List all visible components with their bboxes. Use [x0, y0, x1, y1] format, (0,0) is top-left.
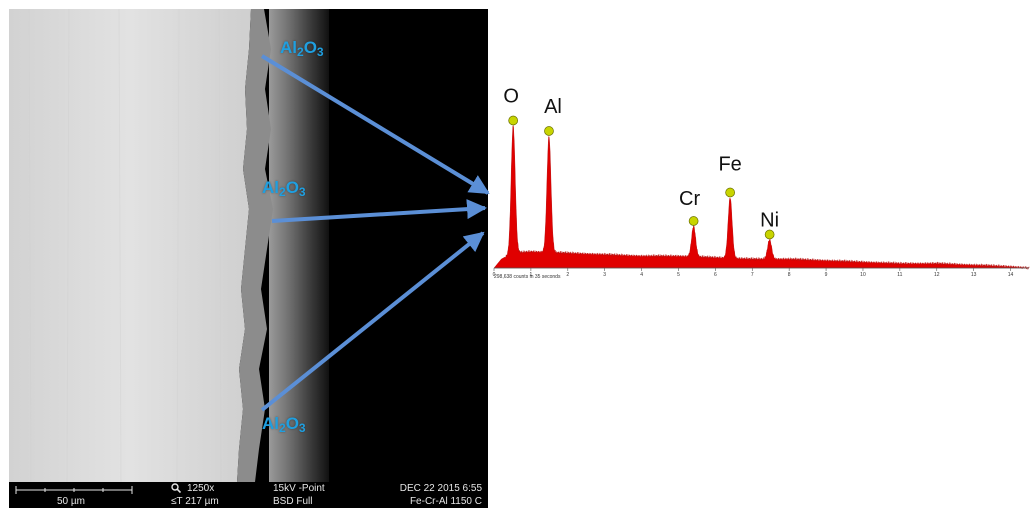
- x-tick-label: 10: [860, 272, 866, 278]
- element-label-fe: Fe: [718, 154, 741, 176]
- element-label-al: Al: [544, 96, 562, 118]
- element-label-ni: Ni: [760, 210, 779, 232]
- peak-marker-al: [544, 126, 554, 136]
- detector-readout: BSD Full: [273, 496, 313, 507]
- x-tick-label: 3: [603, 272, 606, 278]
- x-tick-label: 12: [934, 272, 940, 278]
- spectrum-area: [493, 124, 1030, 270]
- element-label-cr: Cr: [679, 188, 700, 210]
- x-tick-label: 0: [493, 272, 496, 278]
- spectrum-footnote: 298,638 counts in 35 seconds: [494, 274, 561, 280]
- scale-bar-label: 50 µm: [57, 496, 85, 507]
- x-tick-label: 11: [897, 272, 902, 278]
- x-tick-label: 5: [677, 272, 680, 278]
- peak-marker-cr: [688, 216, 699, 226]
- tilt-readout: ≤T 217 µm: [171, 496, 219, 507]
- peak-marker-ni: [764, 229, 775, 240]
- peak-marker-o: [508, 115, 519, 126]
- x-tick-label: 9: [825, 272, 828, 278]
- x-tick-label: 8: [788, 272, 791, 278]
- oxide-label-middle: Al2O3: [262, 178, 306, 199]
- date-readout: DEC 22 2015 6:55: [399, 483, 482, 494]
- sample-readout: Fe-Cr-Al 1150 C: [409, 496, 482, 507]
- sem-micrograph: 50 µm 1250x ≤T 217 µm 15kV -Point BSD Fu…: [9, 9, 488, 508]
- oxide-label-bottom: Al2O3: [262, 414, 306, 435]
- x-tick-label: 7: [751, 272, 754, 278]
- element-label-o: O: [503, 86, 519, 108]
- oxide-label-top: Al2O3: [280, 38, 324, 59]
- x-tick-label: 2: [566, 272, 569, 278]
- scale-bar: [15, 486, 133, 494]
- x-tick-label: 13: [971, 272, 977, 278]
- voltage-readout: 15kV -Point: [273, 483, 325, 494]
- magnification: 1250x: [187, 483, 215, 494]
- sem-cross-section-image: [9, 9, 488, 482]
- x-tick-label: 1: [530, 272, 533, 278]
- peak-marker-fe: [725, 187, 735, 198]
- x-tick-label: 14: [1008, 272, 1014, 278]
- magnifier-icon: [171, 483, 182, 497]
- sem-info-bar: 50 µm 1250x ≤T 217 µm 15kV -Point BSD Fu…: [9, 482, 488, 508]
- x-tick-label: 6: [714, 272, 717, 278]
- x-tick-label: 4: [640, 272, 643, 278]
